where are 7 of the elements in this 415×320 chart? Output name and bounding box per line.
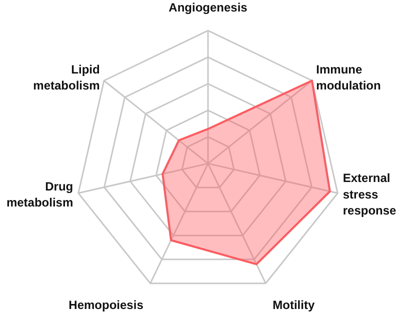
spoke-label: External stress response — [342, 171, 397, 218]
spoke-label: Immune modulation — [316, 62, 381, 92]
spoke-label: Hemopoiesis — [68, 298, 144, 312]
spoke-label: Lipid metabolism — [33, 62, 100, 92]
spoke-label: Motility — [272, 298, 315, 312]
spoke-label: Angiogenesis — [168, 0, 248, 15]
spoke-label: Drug metabolism — [6, 179, 74, 210]
